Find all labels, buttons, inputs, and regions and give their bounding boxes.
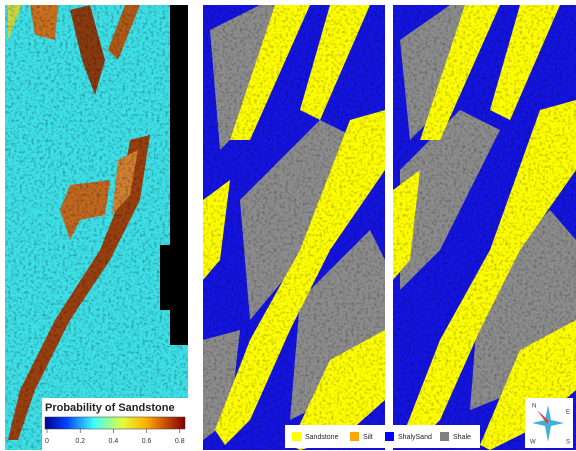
facies-map-1 (203, 5, 385, 450)
legend-swatch (385, 432, 394, 441)
legend-swatch (292, 432, 301, 441)
compass: N E S W (525, 398, 573, 448)
compass-north: N (532, 404, 536, 410)
legend: Sandstone Silt ShalySand Shale (285, 425, 480, 448)
legend-label: Sandstone (305, 434, 339, 441)
legend-swatch (440, 432, 449, 441)
colorbar-ramp (45, 417, 185, 429)
colorbar-tick-label: 0.8 (175, 438, 185, 445)
compass-west: W (530, 440, 536, 446)
compass-south: S (566, 440, 570, 446)
legend-label: Silt (363, 434, 373, 441)
colorbar-tick-label: 0 (45, 438, 49, 445)
colorbar: Probability of Sandstone 0 0.2 0.4 0.6 0.8 (42, 398, 188, 450)
colorbar-title: Probability of Sandstone (45, 402, 175, 414)
legend-swatch (350, 432, 359, 441)
page: Probability of Sandstone 0 0.2 0.4 0.6 0.8 S… (0, 0, 576, 451)
colorbar-tick-label: 0.6 (142, 438, 152, 445)
facies-map-2 (393, 5, 576, 450)
legend-label: ShalySand (398, 434, 432, 441)
compass-east: E (566, 410, 570, 416)
colorbar-tick-label: 0.2 (75, 438, 85, 445)
probability-map (5, 5, 188, 450)
colorbar-tick-label: 0.4 (109, 438, 119, 445)
legend-label: Shale (453, 434, 471, 441)
figure: Probability of Sandstone 0 0.2 0.4 0.6 0.8 S… (0, 0, 576, 451)
